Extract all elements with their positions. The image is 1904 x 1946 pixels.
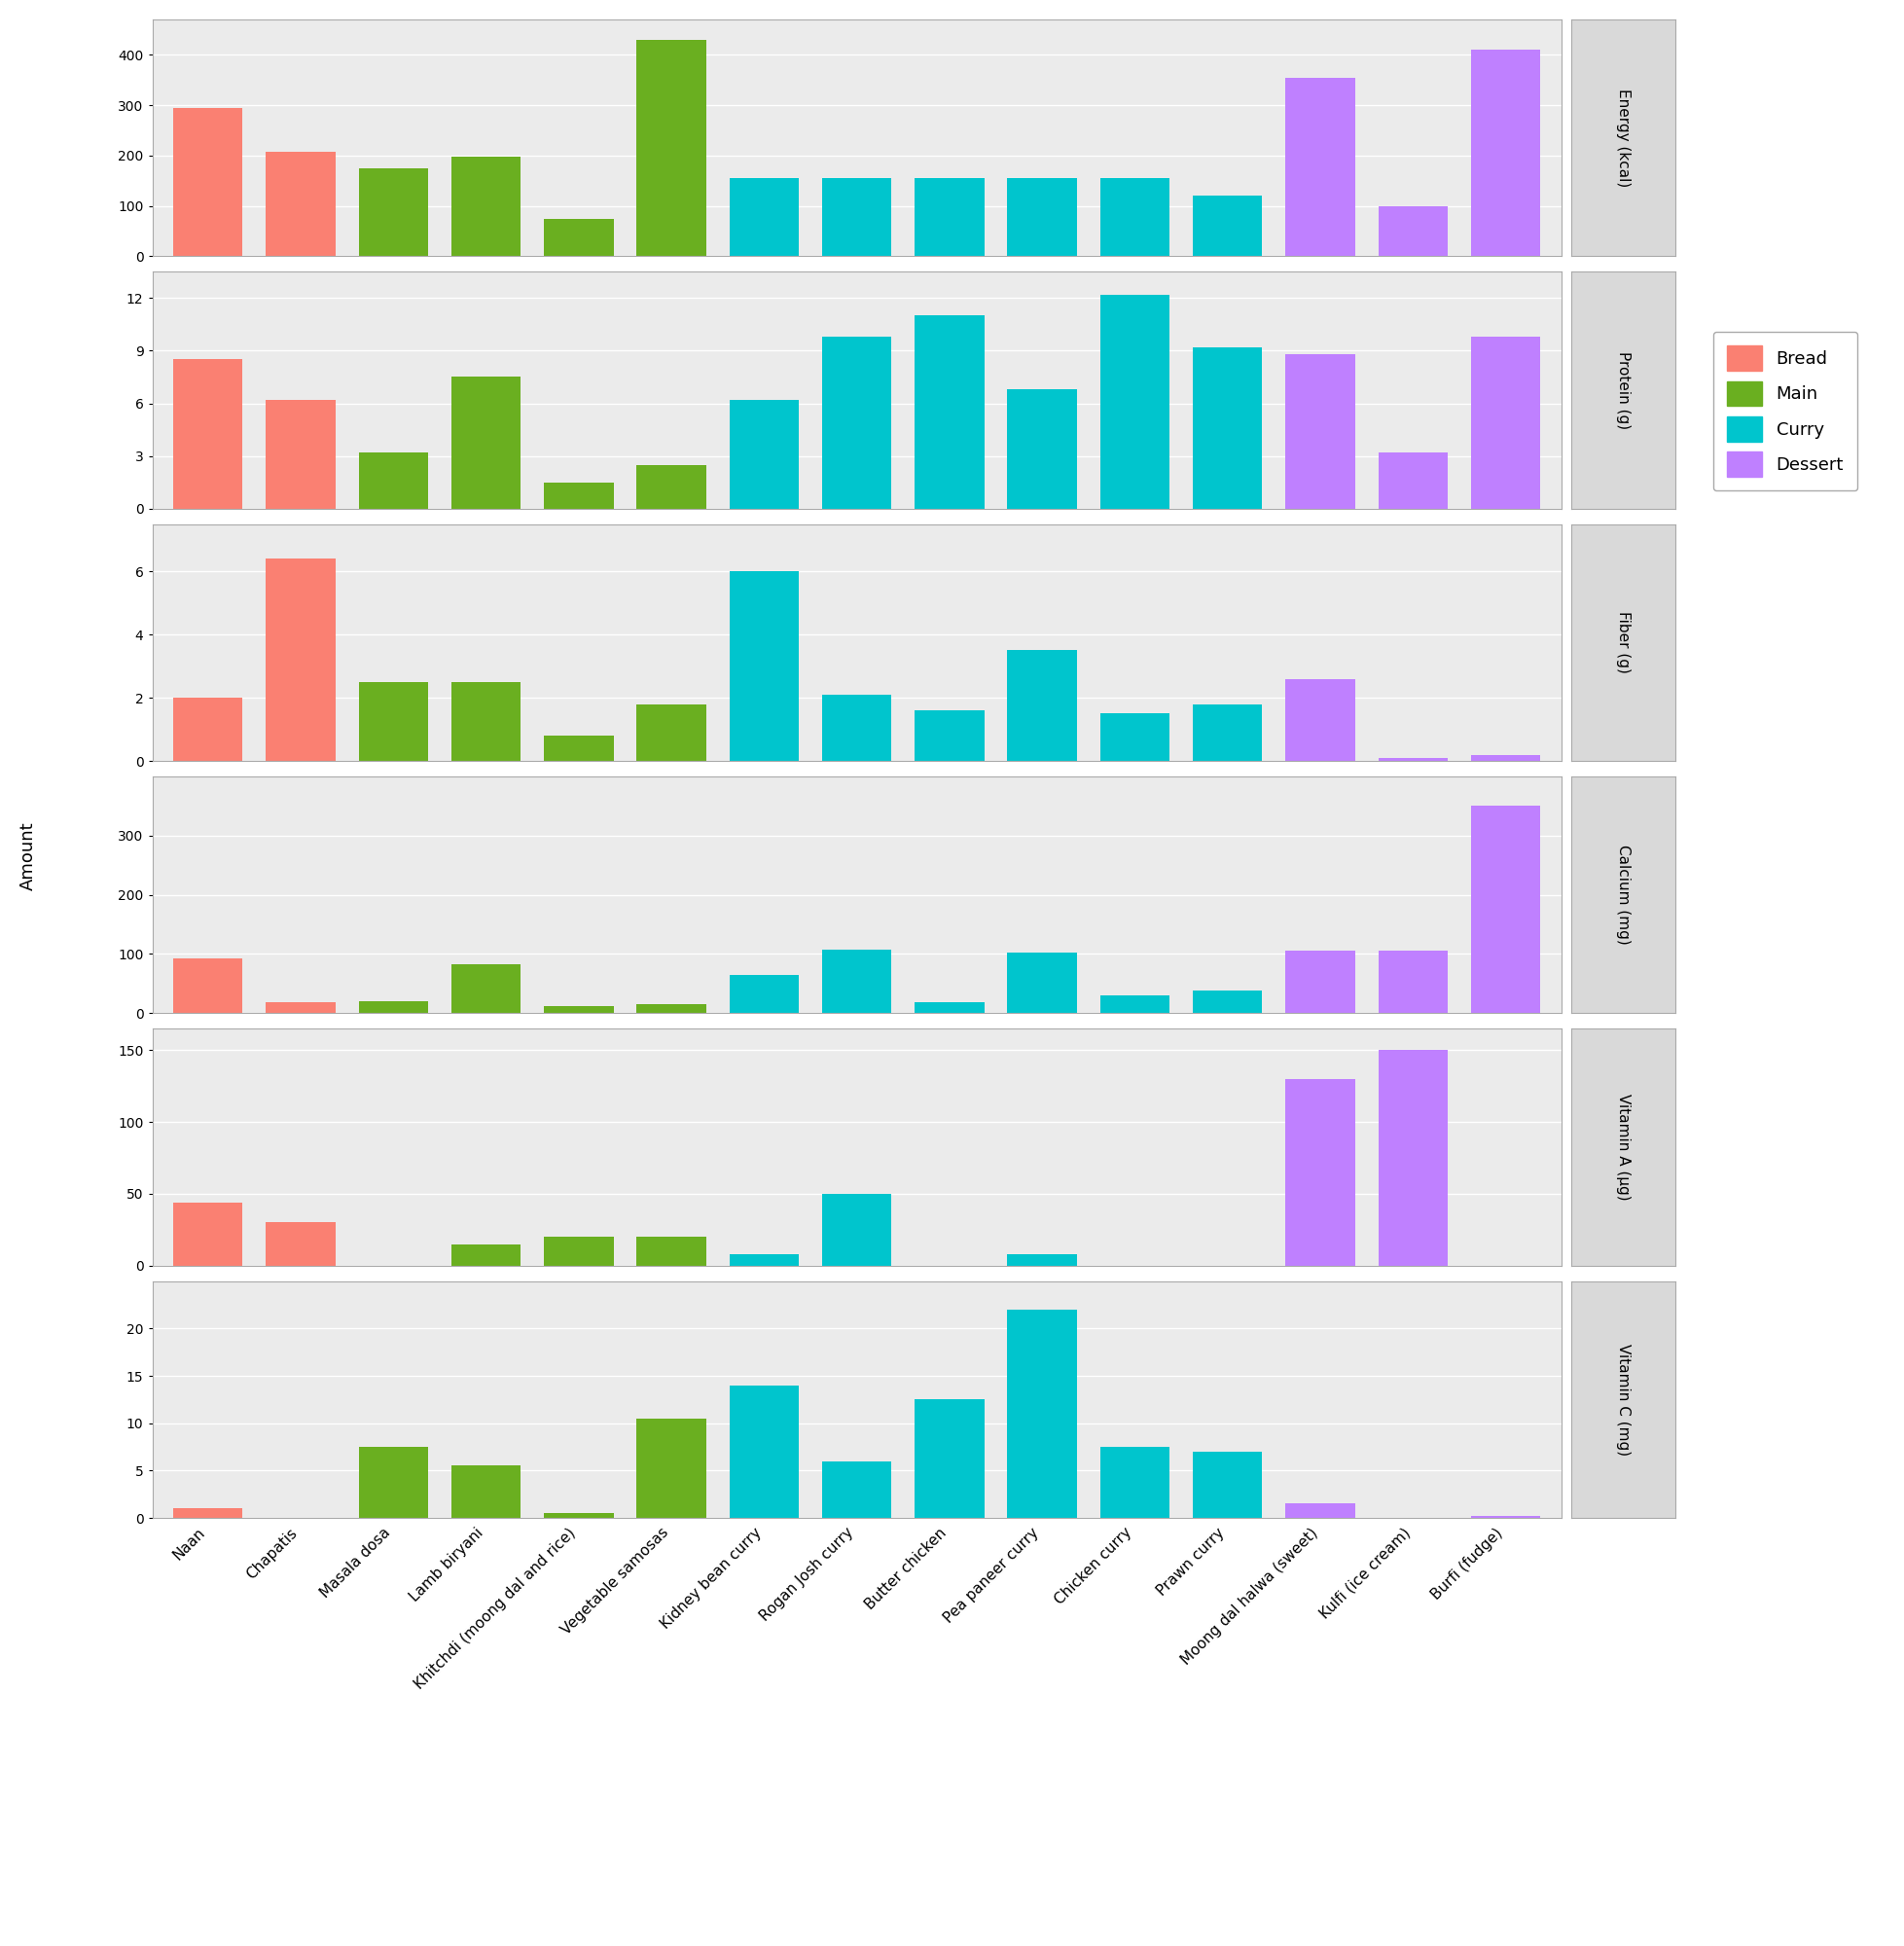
Bar — [358, 681, 428, 761]
Bar — [1378, 1051, 1447, 1265]
Bar — [451, 1243, 522, 1265]
Bar — [173, 1203, 242, 1265]
Text: Calcium (mg): Calcium (mg) — [1616, 845, 1630, 946]
Bar — [173, 699, 242, 761]
Bar — [914, 1002, 984, 1014]
Text: Vitamin C (mg): Vitamin C (mg) — [1616, 1343, 1630, 1456]
Bar — [1285, 952, 1356, 1014]
Bar — [729, 1253, 800, 1265]
Bar — [636, 1238, 706, 1265]
Bar — [545, 218, 613, 257]
Bar — [173, 360, 242, 508]
Bar — [1007, 1253, 1078, 1265]
Bar — [358, 167, 428, 257]
Bar — [267, 1222, 335, 1265]
Bar — [729, 1386, 800, 1518]
Bar — [267, 399, 335, 508]
Bar — [1007, 1310, 1078, 1518]
Bar — [1192, 1452, 1262, 1518]
Bar — [1192, 991, 1262, 1014]
Bar — [451, 1465, 522, 1518]
Bar — [823, 695, 891, 761]
Bar — [267, 1002, 335, 1014]
Bar — [1285, 1504, 1356, 1518]
Bar — [1101, 179, 1169, 257]
Bar — [1192, 197, 1262, 257]
Bar — [636, 1419, 706, 1518]
Bar — [914, 315, 984, 508]
Bar — [358, 1002, 428, 1014]
Bar — [173, 107, 242, 257]
Bar — [1378, 952, 1447, 1014]
Bar — [358, 451, 428, 508]
Bar — [1007, 650, 1078, 761]
Bar — [914, 710, 984, 761]
Bar — [729, 399, 800, 508]
Bar — [1285, 354, 1356, 508]
Text: Amount: Amount — [19, 821, 38, 891]
Bar — [267, 559, 335, 761]
Bar — [1192, 346, 1262, 508]
Bar — [1472, 337, 1540, 508]
Bar — [636, 39, 706, 257]
Bar — [1472, 51, 1540, 257]
Bar — [1472, 806, 1540, 1014]
Bar — [823, 950, 891, 1014]
Bar — [545, 1514, 613, 1518]
Bar — [1101, 996, 1169, 1014]
Bar — [823, 1461, 891, 1518]
Bar — [1285, 1078, 1356, 1265]
Bar — [1378, 206, 1447, 257]
Bar — [1378, 451, 1447, 508]
Bar — [545, 1006, 613, 1014]
Text: Protein (g): Protein (g) — [1616, 350, 1630, 430]
Bar — [451, 965, 522, 1014]
Legend: Bread, Main, Curry, Dessert: Bread, Main, Curry, Dessert — [1714, 331, 1858, 490]
Bar — [1285, 679, 1356, 761]
Bar — [914, 179, 984, 257]
Bar — [1007, 954, 1078, 1014]
Bar — [729, 975, 800, 1014]
Bar — [636, 1004, 706, 1014]
Bar — [358, 1448, 428, 1518]
Bar — [545, 736, 613, 761]
Bar — [729, 179, 800, 257]
Bar — [545, 1238, 613, 1265]
Bar — [1378, 757, 1447, 761]
Bar — [451, 681, 522, 761]
Bar — [823, 179, 891, 257]
Bar — [173, 1508, 242, 1518]
Bar — [729, 572, 800, 761]
Bar — [451, 156, 522, 257]
Bar — [1101, 714, 1169, 761]
Bar — [1285, 78, 1356, 257]
Bar — [267, 152, 335, 257]
Bar — [1007, 389, 1078, 508]
Bar — [1007, 179, 1078, 257]
Bar — [636, 465, 706, 508]
Text: Fiber (g): Fiber (g) — [1616, 611, 1630, 673]
Bar — [545, 483, 613, 508]
Bar — [636, 704, 706, 761]
Bar — [1101, 294, 1169, 508]
Bar — [1472, 755, 1540, 761]
Bar — [173, 957, 242, 1014]
Text: Vitamin A (μg): Vitamin A (μg) — [1616, 1094, 1630, 1201]
Bar — [823, 1193, 891, 1265]
Bar — [1101, 1448, 1169, 1518]
Bar — [823, 337, 891, 508]
Bar — [914, 1399, 984, 1518]
Bar — [451, 378, 522, 508]
Text: Energy (kcal): Energy (kcal) — [1616, 90, 1630, 187]
Bar — [1192, 704, 1262, 761]
